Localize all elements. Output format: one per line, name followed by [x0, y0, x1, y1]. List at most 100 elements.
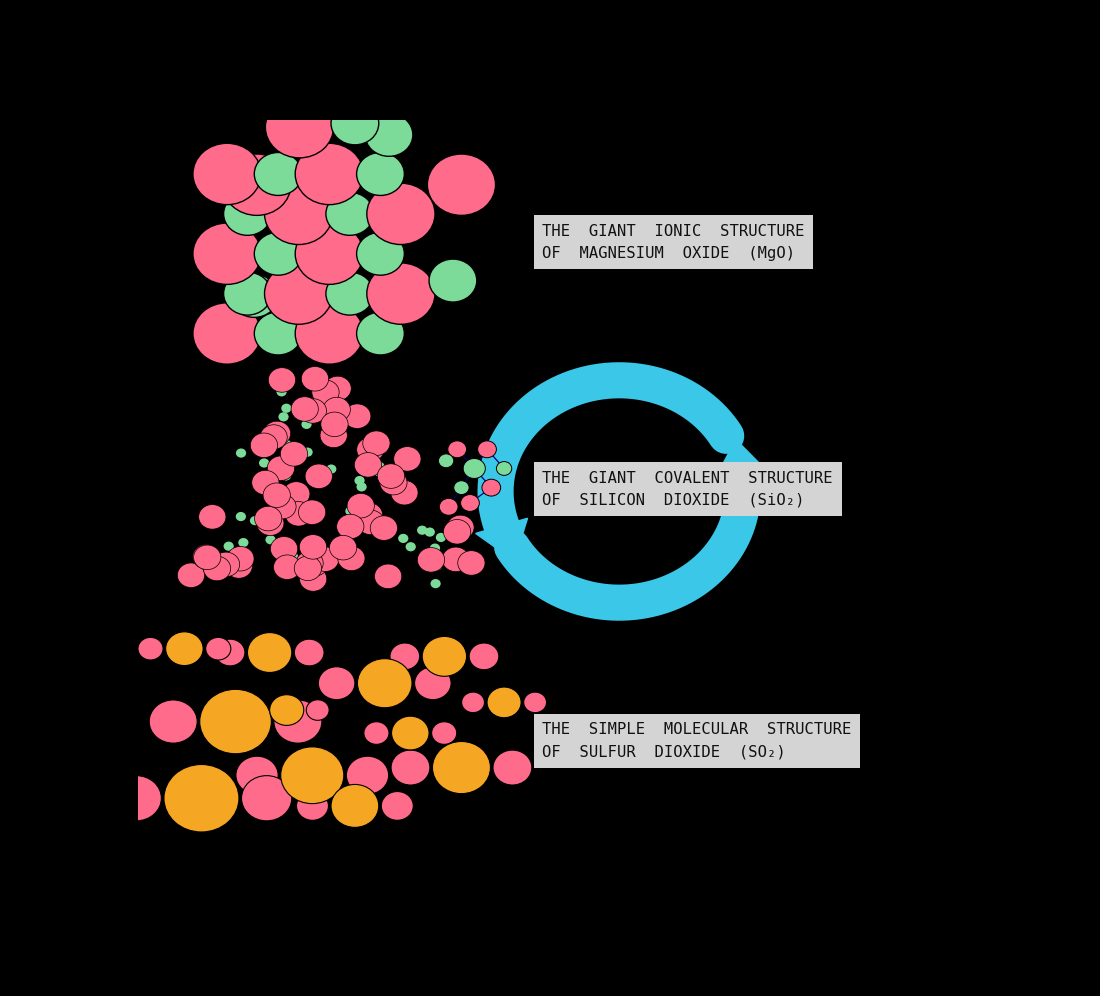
Circle shape — [345, 506, 355, 516]
Circle shape — [192, 545, 220, 569]
Circle shape — [436, 533, 446, 542]
Circle shape — [285, 502, 312, 526]
Circle shape — [206, 637, 231, 660]
Circle shape — [417, 548, 444, 572]
Circle shape — [166, 631, 204, 665]
Circle shape — [415, 666, 451, 699]
Circle shape — [462, 692, 484, 713]
Circle shape — [482, 479, 500, 496]
Circle shape — [318, 666, 355, 699]
Circle shape — [282, 439, 292, 449]
Circle shape — [431, 722, 456, 744]
Circle shape — [298, 500, 326, 525]
Text: THE  SIMPLE  MOLECULAR  STRUCTURE
OF  SULFUR  DIOXIDE  (SO₂): THE SIMPLE MOLECULAR STRUCTURE OF SULFUR… — [542, 722, 851, 759]
Circle shape — [164, 765, 239, 832]
Circle shape — [430, 544, 440, 553]
Circle shape — [306, 700, 329, 720]
Circle shape — [235, 512, 246, 521]
Circle shape — [374, 462, 385, 471]
Circle shape — [406, 542, 416, 552]
Circle shape — [398, 534, 408, 543]
Circle shape — [392, 750, 430, 785]
Circle shape — [267, 456, 295, 480]
Circle shape — [354, 476, 365, 485]
Circle shape — [264, 263, 332, 325]
Circle shape — [223, 192, 272, 235]
Circle shape — [336, 422, 345, 432]
Circle shape — [278, 455, 289, 464]
Circle shape — [390, 643, 420, 669]
Circle shape — [355, 503, 383, 527]
Circle shape — [461, 495, 480, 511]
Circle shape — [223, 542, 234, 551]
Circle shape — [432, 741, 491, 794]
Circle shape — [254, 506, 282, 531]
Circle shape — [394, 446, 421, 471]
Circle shape — [439, 498, 458, 515]
Circle shape — [276, 387, 287, 396]
Circle shape — [235, 756, 278, 794]
Polygon shape — [475, 518, 528, 561]
Circle shape — [356, 482, 366, 491]
Circle shape — [222, 154, 292, 215]
Circle shape — [177, 563, 205, 588]
Circle shape — [223, 272, 272, 315]
Circle shape — [432, 561, 442, 571]
Circle shape — [356, 152, 405, 195]
Circle shape — [311, 547, 339, 572]
Circle shape — [429, 259, 476, 302]
Circle shape — [296, 551, 323, 576]
Circle shape — [354, 452, 382, 477]
Text: THE  GIANT  IONIC  STRUCTURE
OF  MAGNESIUM  OXIDE  (MgO): THE GIANT IONIC STRUCTURE OF MAGNESIUM O… — [542, 224, 805, 261]
Circle shape — [422, 636, 466, 676]
Circle shape — [323, 397, 351, 421]
Circle shape — [242, 776, 292, 821]
Circle shape — [272, 543, 282, 553]
Circle shape — [288, 552, 298, 561]
Circle shape — [439, 454, 454, 468]
Circle shape — [265, 535, 276, 545]
Circle shape — [230, 275, 278, 318]
Circle shape — [274, 555, 300, 580]
Circle shape — [312, 380, 339, 404]
Circle shape — [263, 421, 290, 446]
Circle shape — [366, 263, 434, 325]
Circle shape — [268, 368, 296, 392]
Circle shape — [394, 488, 404, 497]
Circle shape — [280, 441, 308, 466]
Circle shape — [356, 312, 405, 355]
Circle shape — [297, 792, 329, 821]
Circle shape — [493, 750, 531, 785]
Circle shape — [295, 223, 363, 285]
Circle shape — [448, 441, 466, 458]
Circle shape — [254, 312, 303, 355]
Circle shape — [454, 481, 469, 495]
Circle shape — [265, 97, 333, 158]
Circle shape — [365, 114, 412, 156]
Circle shape — [524, 692, 547, 713]
Circle shape — [252, 470, 279, 495]
Circle shape — [326, 192, 374, 235]
Circle shape — [299, 567, 327, 592]
Circle shape — [258, 458, 270, 467]
Circle shape — [302, 447, 312, 457]
Circle shape — [324, 376, 351, 400]
Circle shape — [248, 632, 292, 672]
Circle shape — [186, 576, 197, 585]
Circle shape — [260, 424, 287, 449]
Circle shape — [371, 516, 397, 541]
Circle shape — [295, 143, 363, 204]
Circle shape — [292, 396, 318, 421]
Circle shape — [487, 687, 521, 718]
Circle shape — [216, 639, 245, 666]
Circle shape — [278, 412, 288, 421]
Circle shape — [330, 394, 340, 403]
Circle shape — [469, 643, 498, 669]
Circle shape — [447, 515, 474, 540]
Circle shape — [251, 433, 277, 457]
Circle shape — [295, 303, 363, 365]
Circle shape — [358, 510, 384, 535]
Circle shape — [192, 143, 261, 204]
Circle shape — [227, 547, 254, 571]
Circle shape — [271, 537, 298, 561]
